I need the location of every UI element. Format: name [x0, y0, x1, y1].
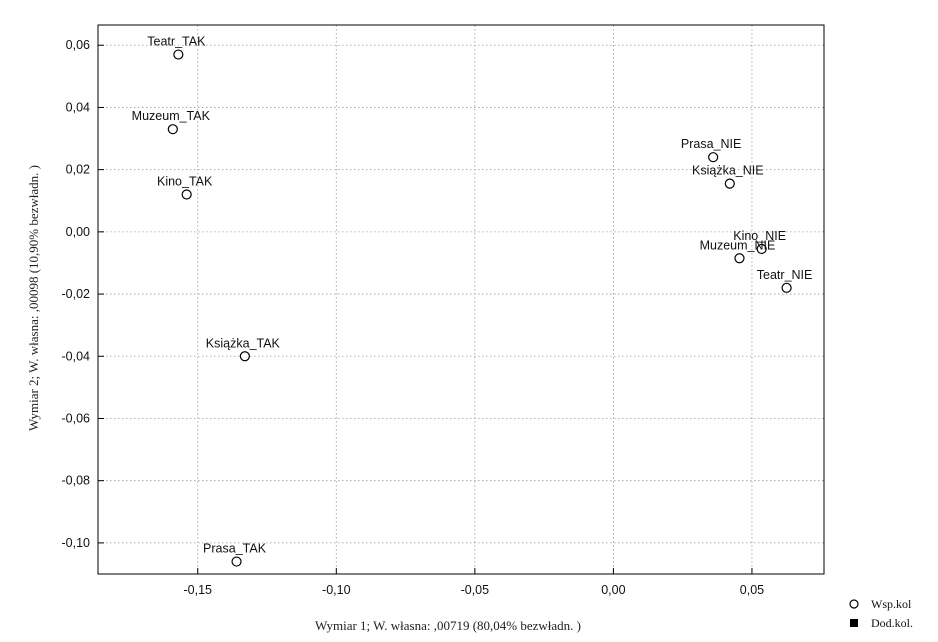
- y-tick-label: 0,00: [66, 225, 90, 239]
- y-tick-label: 0,04: [66, 100, 90, 114]
- x-tick-label: 0,05: [740, 583, 764, 597]
- point-label: Teatr_TAK: [147, 35, 206, 49]
- legend-label: Wsp.kol: [871, 597, 912, 611]
- point-label: Prasa_TAK: [203, 542, 267, 556]
- x-axis-title: Wymiar 1; W. własna: ,00719 (80,04% bezw…: [315, 618, 581, 633]
- point-label: Muzeum_NIE: [700, 238, 776, 252]
- x-tick-label: -0,05: [461, 583, 490, 597]
- data-point: [724, 178, 735, 189]
- y-tick-label: -0,10: [62, 536, 91, 550]
- data-point: [756, 243, 767, 255]
- point-label: Kino_TAK: [157, 175, 213, 189]
- data-point: [708, 152, 719, 163]
- legend: Wsp.kol Dod.kol.: [849, 597, 913, 630]
- data-point: [181, 189, 192, 200]
- data-points: Teatr_TAK Muzeum_TAK Kino_TAK Książka_TAK Pr…: [132, 35, 813, 567]
- y-tick-label: -0,06: [62, 411, 91, 425]
- data-point: [167, 124, 178, 135]
- x-tick-label: 0,00: [601, 583, 625, 597]
- y-tick-label: 0,02: [66, 163, 90, 177]
- point-label: Prasa_NIE: [681, 137, 741, 151]
- point-label: Książka_TAK: [206, 336, 281, 350]
- y-axis-title: Wymiar 2; W. własna: ,00098 (10,90% bezw…: [26, 165, 41, 431]
- data-point: [239, 351, 250, 362]
- legend-label: Dod.kol.: [871, 616, 913, 630]
- data-point: [734, 253, 745, 264]
- point-label: Teatr_NIE: [757, 268, 813, 282]
- x-tick-label: -0,10: [322, 583, 351, 597]
- legend-marker-circle: [849, 599, 859, 609]
- y-tick-label: -0,04: [62, 349, 91, 363]
- y-tick-label: -0,02: [62, 287, 91, 301]
- legend-marker-square: [850, 619, 858, 627]
- point-label: Kino_NIE: [733, 229, 786, 243]
- grid: [98, 25, 824, 574]
- plot-area: [97, 24, 825, 575]
- point-label: Muzeum_TAK: [132, 109, 211, 123]
- y-tick-label: -0,08: [62, 474, 91, 488]
- data-point: [781, 282, 792, 293]
- data-point: [173, 49, 184, 60]
- x-tick-label: -0,15: [184, 583, 213, 597]
- y-tick-label: 0,06: [66, 38, 90, 52]
- point-label: Książka_NIE: [692, 164, 764, 178]
- data-point: [231, 556, 242, 567]
- axis-ticks: -0,15 -0,10 -0,05 0,00 0,05 0,06 0,04 0,02 0,00 -…: [62, 38, 765, 597]
